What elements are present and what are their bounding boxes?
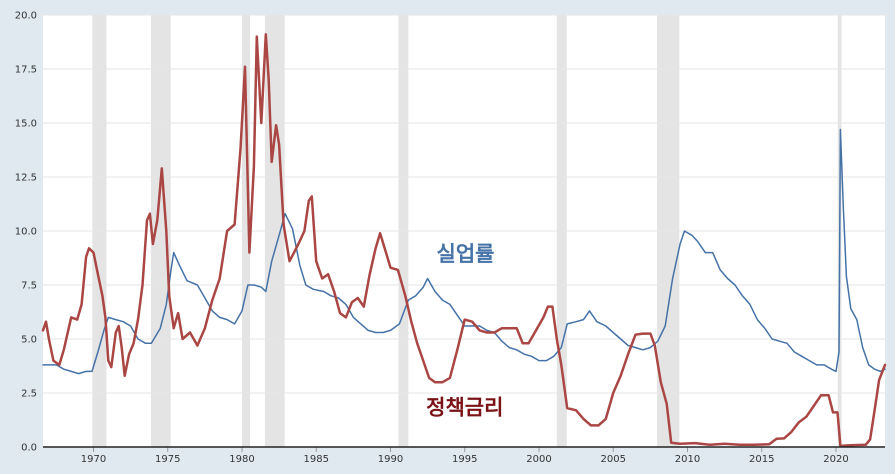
x-tick-label: 1985 [304,454,329,465]
x-tick-label: 2005 [601,454,626,465]
y-tick-label: 10.0 [15,227,37,238]
x-tick-label: 1975 [155,454,180,465]
policy-rate-label: 정책금리 [426,396,503,420]
x-tick-label: 1990 [378,454,403,465]
x-tick-label: 1980 [229,454,254,465]
x-tick-label: 1970 [81,454,106,465]
y-tick-label: 7.5 [21,281,37,292]
x-tick-label: 2010 [675,454,700,465]
y-tick-label: 12.5 [15,173,37,184]
y-tick-label: 17.5 [15,65,37,76]
y-tick-label: 15.0 [15,119,37,130]
x-tick-label: 2015 [749,454,774,465]
y-tick-label: 2.5 [21,389,37,400]
y-tick-label: 5.0 [21,335,37,346]
unemployment-label: 실업률 [437,242,495,266]
policy-rate-line [41,33,887,448]
x-tick-label: 2020 [823,454,848,465]
y-tick-label: 20.0 [15,11,37,22]
y-tick-label: 0.0 [21,443,37,454]
x-tick-label: 2000 [526,454,551,465]
x-tick-label: 1995 [452,454,477,465]
